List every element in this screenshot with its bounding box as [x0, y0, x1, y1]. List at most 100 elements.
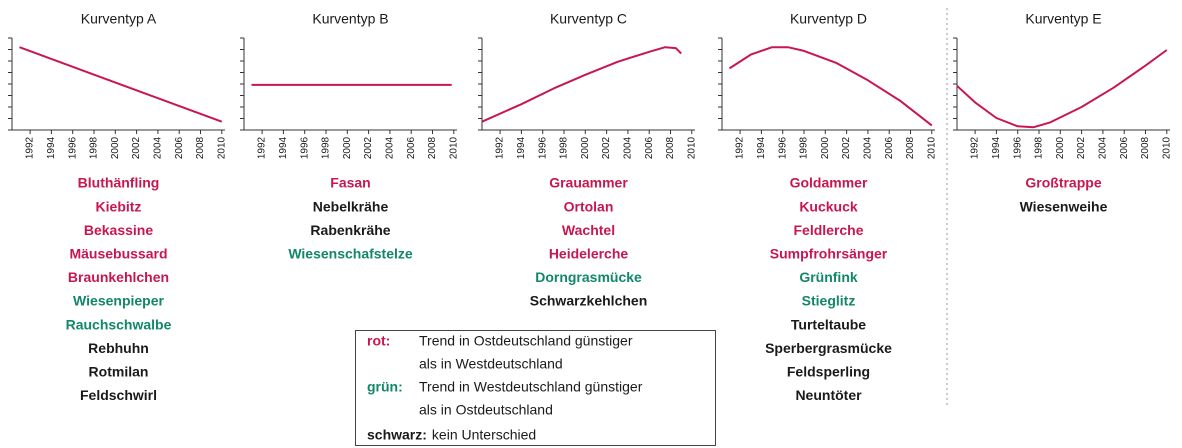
legend-key: rot:: [367, 333, 390, 349]
x-tick-label: 2008: [427, 136, 438, 159]
x-tick-label: 1992: [735, 136, 746, 159]
legend-text: Trend in Ostdeutschland günstiger: [419, 333, 633, 349]
species: Stieglitz: [802, 293, 856, 309]
species: Feldsperling: [787, 364, 870, 380]
x-tick-label: 1994: [46, 136, 57, 159]
legend-key: schwarz:: [367, 427, 427, 443]
x-tick-label: 2006: [644, 136, 655, 159]
x-tick-label: 2004: [385, 136, 396, 159]
species: Rabenkrähe: [310, 222, 390, 238]
curve: [481, 46, 682, 123]
panel-title: Kurventyp E: [1025, 11, 1101, 27]
legend-text: als in Ostdeutschland: [419, 402, 553, 418]
x-tick-label: 2002: [363, 136, 374, 159]
x-tick-label: 2000: [580, 136, 591, 159]
species: Braunkehlchen: [68, 269, 169, 285]
species: Dorngrasmücke: [535, 269, 642, 285]
x-tick-label: 2008: [905, 136, 916, 159]
species: Großtrappe: [1025, 175, 1101, 191]
x-tick-label: 2004: [863, 136, 874, 159]
x-tick-label: 2006: [884, 136, 895, 159]
curve: [19, 46, 223, 123]
curve: [956, 49, 1168, 129]
panel-title: Kurventyp D: [790, 11, 867, 27]
x-tick-label: 1998: [1034, 136, 1045, 159]
x-tick-label: 2010: [926, 136, 937, 159]
x-tick-label: 2004: [1098, 136, 1109, 159]
species: Neuntöter: [795, 387, 862, 403]
legend-box: [355, 330, 716, 446]
species: Schwarzkehlchen: [530, 293, 648, 309]
x-tick-label: 2008: [195, 136, 206, 159]
species: Ortolan: [564, 198, 614, 214]
x-tick-label: 1992: [495, 136, 506, 159]
x-tick-label: 1998: [321, 136, 332, 159]
x-tick-label: 2002: [841, 136, 852, 159]
x-tick-label: 1996: [67, 136, 78, 159]
species: Feldlerche: [793, 222, 863, 238]
x-tick-label: 1992: [257, 136, 268, 159]
x-tick-label: 2008: [665, 136, 676, 159]
species: Sumpfrohrsänger: [770, 246, 888, 262]
legend-text: Trend in Westdeutschland günstiger: [419, 379, 643, 395]
x-tick-label: 1994: [516, 136, 527, 159]
legend-text: als in Westdeutschland: [419, 356, 563, 372]
x-tick-label: 1994: [278, 136, 289, 159]
x-tick-label: 1992: [25, 136, 36, 159]
x-tick-label: 2006: [1119, 136, 1130, 159]
x-tick-label: 1992: [970, 136, 981, 159]
x-tick-label: 2010: [686, 136, 697, 159]
x-tick-label: 2008: [1140, 136, 1151, 159]
x-tick-label: 2010: [1161, 136, 1172, 159]
x-tick-label: 1996: [299, 136, 310, 159]
x-tick-label: 2006: [406, 136, 417, 159]
species: Grünfink: [799, 269, 858, 285]
species: Rauchschwalbe: [66, 316, 172, 332]
legend-text: kein Unterschied: [432, 427, 536, 443]
x-tick-label: 1996: [1012, 136, 1023, 159]
species: Nebelkrähe: [313, 198, 389, 214]
x-tick-label: 2002: [601, 136, 612, 159]
species: Wiesenschafstelze: [288, 246, 413, 262]
x-tick-label: 2000: [110, 136, 121, 159]
panel-title: Kurventyp A: [81, 11, 157, 27]
species: Wiesenweihe: [1020, 198, 1108, 214]
x-tick-label: 1998: [559, 136, 570, 159]
legend-key: grün:: [367, 379, 403, 395]
species: Rotmilan: [89, 364, 149, 380]
x-tick-label: 1998: [799, 136, 810, 159]
x-tick-label: 2000: [1055, 136, 1066, 159]
species: Feldschwirl: [80, 387, 157, 403]
x-tick-label: 2002: [131, 136, 142, 159]
species: Kiebitz: [96, 198, 142, 214]
species: Bluthänfling: [78, 175, 160, 191]
species: Wachtel: [562, 222, 615, 238]
species: Goldammer: [790, 175, 868, 191]
species: Mäusebussard: [69, 246, 167, 262]
x-tick-label: 2002: [1076, 136, 1087, 159]
x-tick-label: 2010: [448, 136, 459, 159]
x-tick-label: 2004: [153, 136, 164, 159]
x-tick-label: 2010: [216, 136, 227, 159]
x-tick-label: 2000: [820, 136, 831, 159]
species: Kuckuck: [799, 198, 858, 214]
species: Heidelerche: [549, 246, 629, 262]
species: Bekassine: [84, 222, 153, 238]
species: Grauammer: [549, 175, 628, 191]
species: Sperbergrasmücke: [765, 340, 892, 356]
curve: [728, 46, 933, 127]
x-tick-label: 1994: [756, 136, 767, 159]
species: Rebhuhn: [88, 340, 149, 356]
x-tick-label: 1996: [777, 136, 788, 159]
panel-title: Kurventyp C: [550, 11, 627, 27]
species: Fasan: [330, 175, 370, 191]
x-tick-label: 2006: [174, 136, 185, 159]
x-tick-label: 2004: [623, 136, 634, 159]
species: Wiesenpieper: [73, 293, 164, 309]
x-tick-label: 1998: [89, 136, 100, 159]
x-tick-label: 1994: [991, 136, 1002, 159]
x-tick-label: 1996: [537, 136, 548, 159]
species: Turteltaube: [791, 316, 866, 332]
panel-title: Kurventyp B: [312, 11, 388, 27]
